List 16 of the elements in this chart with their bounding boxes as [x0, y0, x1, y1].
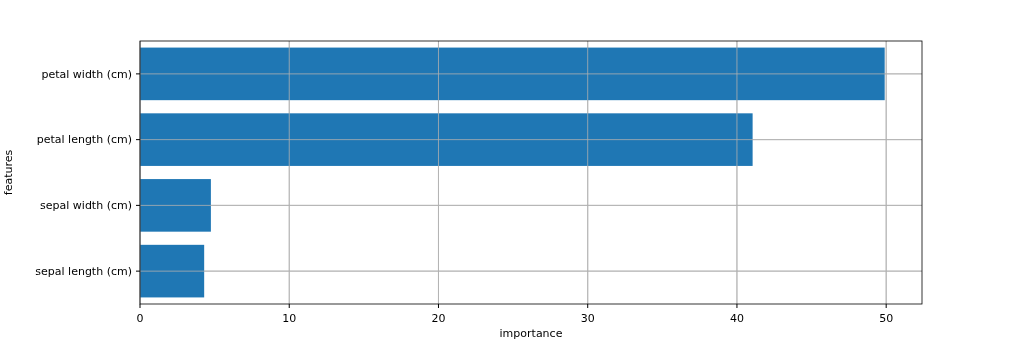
y-tick-label: petal width (cm) — [41, 67, 132, 81]
bar — [140, 179, 211, 232]
y-tick-label: sepal width (cm) — [40, 199, 132, 213]
x-tick-label: 30 — [580, 312, 595, 325]
x-axis-title: importance — [499, 327, 563, 340]
x-tick-label: 50 — [879, 312, 894, 325]
y-tick-label: sepal length (cm) — [35, 264, 132, 278]
bar — [140, 113, 753, 166]
bar — [140, 244, 205, 298]
x-tick-label: 10 — [282, 312, 297, 325]
x-tick-label: 20 — [431, 312, 446, 325]
y-tick-label: petal length (cm) — [36, 133, 132, 147]
x-tick-label: 40 — [729, 312, 744, 325]
y-axis-title: features — [2, 149, 15, 196]
x-tick-label: 0 — [136, 312, 144, 325]
bar — [140, 47, 885, 101]
